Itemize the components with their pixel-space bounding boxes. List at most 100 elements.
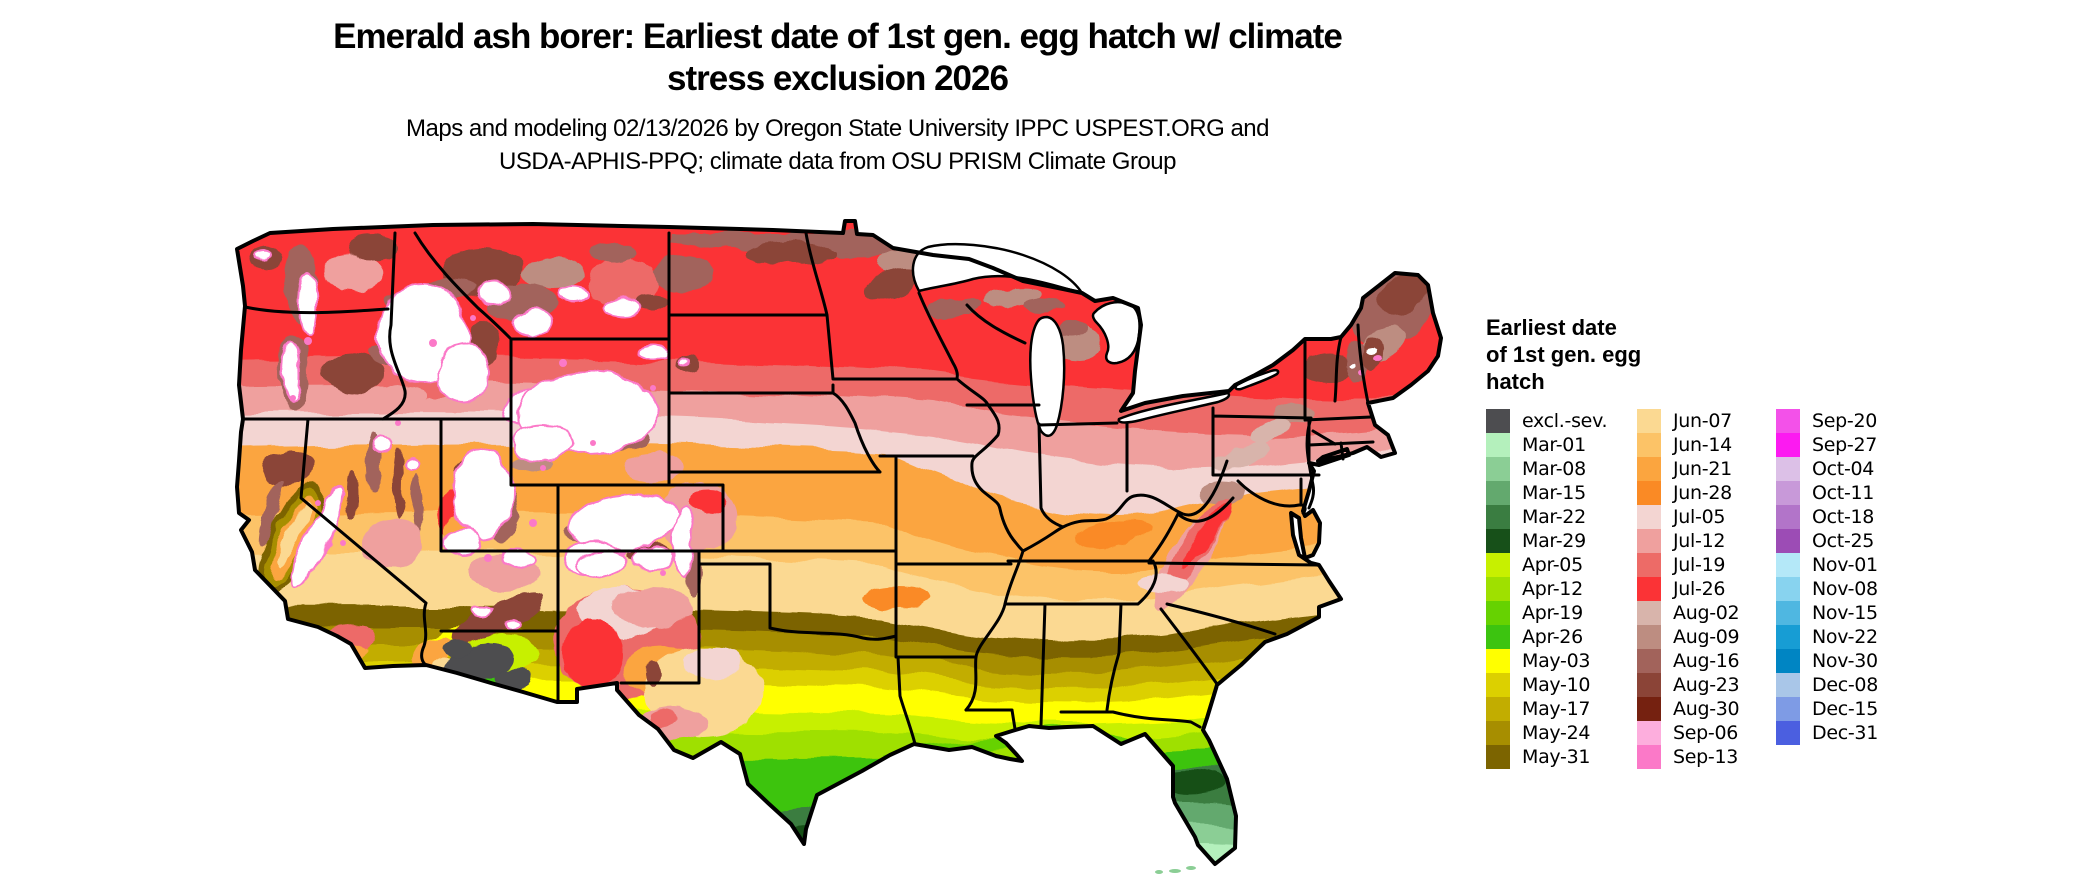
legend-date-label: Nov-15 bbox=[1812, 602, 1878, 624]
legend-row: Apr-05 bbox=[1486, 553, 1637, 577]
lake-ontario bbox=[1234, 368, 1280, 391]
legend-color-swatch bbox=[1486, 553, 1510, 577]
subtitle-line2: USDA-APHIS-PPQ; climate data from OSU PR… bbox=[498, 148, 1177, 175]
legend-row: Aug-16 bbox=[1637, 649, 1776, 673]
legend-date-label: Oct-11 bbox=[1812, 482, 1875, 504]
legend-row: May-24 bbox=[1486, 721, 1637, 745]
raster-fill bbox=[237, 221, 1441, 864]
us-map bbox=[233, 213, 1445, 875]
legend-row: Mar-29 bbox=[1486, 529, 1637, 553]
legend-date-label: Aug-30 bbox=[1673, 698, 1740, 720]
legend-date-label: Oct-25 bbox=[1812, 530, 1875, 552]
legend-row: May-03 bbox=[1486, 649, 1637, 673]
legend-color-swatch bbox=[1486, 697, 1510, 721]
legend-row: Jun-07 bbox=[1637, 409, 1776, 433]
legend-color-swatch bbox=[1486, 433, 1510, 457]
title-line1: Emerald ash borer: Earliest date of 1st … bbox=[333, 17, 1343, 56]
legend-date-label: Sep-13 bbox=[1673, 746, 1739, 768]
legend-date-label: Aug-02 bbox=[1673, 602, 1740, 624]
legend-color-swatch bbox=[1776, 481, 1800, 505]
legend-date-label: Oct-18 bbox=[1812, 506, 1875, 528]
legend-row: Sep-06 bbox=[1637, 721, 1776, 745]
legend-date-label: Nov-08 bbox=[1812, 578, 1878, 600]
legend-color-swatch bbox=[1776, 433, 1800, 457]
legend-color-swatch bbox=[1486, 481, 1510, 505]
legend-row: excl.-sev. bbox=[1486, 409, 1637, 433]
legend-row: Dec-15 bbox=[1776, 697, 1916, 721]
legend-color-swatch bbox=[1776, 505, 1800, 529]
legend-date-label: May-10 bbox=[1522, 674, 1591, 696]
legend-color-swatch bbox=[1486, 529, 1510, 553]
legend-row: Oct-25 bbox=[1776, 529, 1916, 553]
legend-date-label: May-24 bbox=[1522, 722, 1591, 744]
legend-color-swatch bbox=[1776, 529, 1800, 553]
legend-row: Oct-11 bbox=[1776, 481, 1916, 505]
legend-row: Nov-08 bbox=[1776, 577, 1916, 601]
legend-row: May-10 bbox=[1486, 673, 1637, 697]
legend-date-label: Apr-05 bbox=[1522, 554, 1583, 576]
legend-date-label: Nov-01 bbox=[1812, 554, 1878, 576]
legend-row: Sep-13 bbox=[1637, 745, 1776, 769]
legend-color-swatch bbox=[1637, 529, 1661, 553]
legend-column-2: Jun-07 Jun-14 Jun-21 Jun-28 Jul-05 Jul-1… bbox=[1637, 409, 1776, 769]
legend-date-label: Mar-29 bbox=[1522, 530, 1586, 552]
legend-row: Jul-26 bbox=[1637, 577, 1776, 601]
legend-color-swatch bbox=[1776, 625, 1800, 649]
legend-row: Jun-21 bbox=[1637, 457, 1776, 481]
legend-color-swatch bbox=[1776, 673, 1800, 697]
legend-date-label: Apr-26 bbox=[1522, 626, 1583, 648]
legend-color-swatch bbox=[1776, 721, 1800, 745]
legend-date-label: Aug-23 bbox=[1673, 674, 1740, 696]
legend-color-swatch bbox=[1486, 601, 1510, 625]
legend-color-swatch bbox=[1776, 697, 1800, 721]
legend-column-3: Sep-20 Sep-27 Oct-04 Oct-11 Oct-18 Oct-2… bbox=[1776, 409, 1916, 745]
legend-row: Jun-28 bbox=[1637, 481, 1776, 505]
legend-row: Jul-12 bbox=[1637, 529, 1776, 553]
legend-date-label: Jul-19 bbox=[1673, 554, 1726, 576]
legend: Earliest date of 1st gen. egg hatch excl… bbox=[1486, 314, 1956, 769]
legend-date-label: Jul-26 bbox=[1673, 578, 1726, 600]
legend-date-label: Aug-16 bbox=[1673, 650, 1740, 672]
legend-color-swatch bbox=[1486, 409, 1510, 433]
legend-color-swatch bbox=[1637, 721, 1661, 745]
legend-color-swatch bbox=[1637, 745, 1661, 769]
legend-color-swatch bbox=[1637, 433, 1661, 457]
legend-color-swatch bbox=[1776, 553, 1800, 577]
legend-row: Nov-15 bbox=[1776, 601, 1916, 625]
legend-row: Nov-01 bbox=[1776, 553, 1916, 577]
legend-row: Jul-19 bbox=[1637, 553, 1776, 577]
legend-date-label: Jun-14 bbox=[1673, 434, 1732, 456]
legend-color-swatch bbox=[1776, 649, 1800, 673]
legend-date-label: Mar-22 bbox=[1522, 506, 1586, 528]
legend-row: Apr-26 bbox=[1486, 625, 1637, 649]
legend-color-swatch bbox=[1637, 457, 1661, 481]
header: Emerald ash borer: Earliest date of 1st … bbox=[0, 16, 1675, 178]
legend-row: Oct-04 bbox=[1776, 457, 1916, 481]
lake-erie bbox=[1117, 391, 1231, 424]
legend-date-label: Dec-15 bbox=[1812, 698, 1878, 720]
exclusion-zones bbox=[257, 250, 694, 630]
legend-row: Nov-22 bbox=[1776, 625, 1916, 649]
legend-color-swatch bbox=[1486, 745, 1510, 769]
legend-row: Oct-18 bbox=[1776, 505, 1916, 529]
legend-row: May-17 bbox=[1486, 697, 1637, 721]
map-subtitle: Maps and modeling 02/13/2026 by Oregon S… bbox=[0, 112, 1675, 178]
legend-date-label: May-03 bbox=[1522, 650, 1591, 672]
legend-date-label: Nov-30 bbox=[1812, 650, 1878, 672]
us-map-svg bbox=[235, 219, 1443, 874]
legend-color-swatch bbox=[1637, 577, 1661, 601]
legend-color-swatch bbox=[1486, 625, 1510, 649]
legend-columns: excl.-sev. Mar-01 Mar-08 Mar-15 Mar-22 M… bbox=[1486, 409, 1956, 769]
legend-date-label: Apr-19 bbox=[1522, 602, 1583, 624]
legend-title: Earliest date of 1st gen. egg hatch bbox=[1486, 315, 1642, 394]
legend-color-swatch bbox=[1776, 409, 1800, 433]
legend-row: Aug-23 bbox=[1637, 673, 1776, 697]
legend-date-label: Jun-21 bbox=[1673, 458, 1732, 480]
legend-row: Dec-08 bbox=[1776, 673, 1916, 697]
legend-date-label: May-31 bbox=[1522, 746, 1591, 768]
legend-color-swatch bbox=[1776, 601, 1800, 625]
legend-color-swatch bbox=[1637, 625, 1661, 649]
legend-date-label: Nov-22 bbox=[1812, 626, 1878, 648]
legend-row: Aug-09 bbox=[1637, 625, 1776, 649]
legend-date-label: Oct-04 bbox=[1812, 458, 1875, 480]
